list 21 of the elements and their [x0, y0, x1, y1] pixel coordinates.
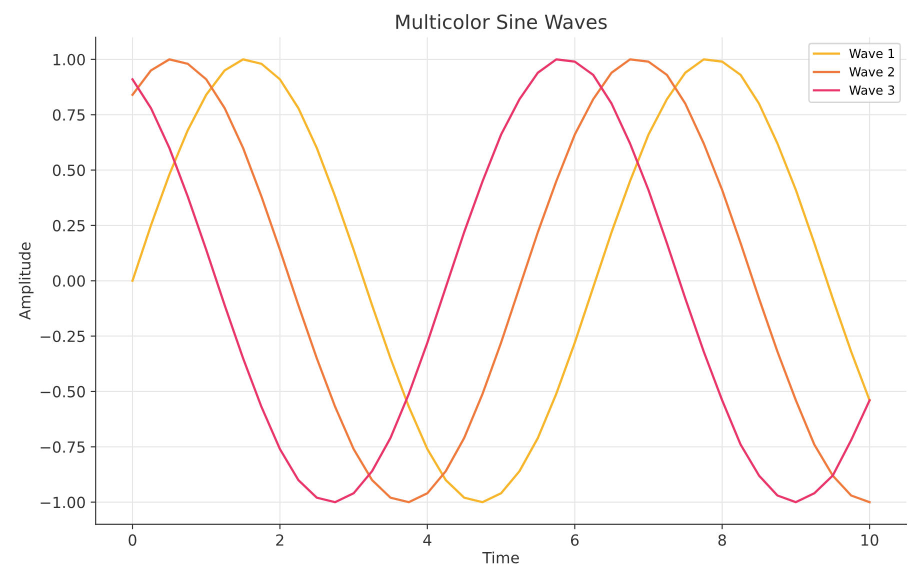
x-axis-title: Time: [482, 552, 519, 564]
x-tick-label: 4: [423, 534, 432, 546]
x-tick-label: 8: [718, 534, 726, 546]
y-tick-label: −0.75: [40, 441, 85, 453]
y-tick-label: −0.50: [40, 386, 85, 398]
y-tick-label: −1.00: [40, 496, 85, 508]
y-tick-label: 1.00: [54, 54, 85, 66]
chart-title: Multicolor Sine Waves: [396, 14, 607, 30]
legend-label: Wave 2: [849, 67, 894, 77]
y-tick-label: 0.75: [52, 109, 85, 121]
y-axis-title: Amplitude: [18, 242, 34, 320]
x-tick-label: 6: [570, 534, 579, 546]
x-tick-label: 0: [128, 534, 136, 546]
y-tick-label: 0.25: [52, 220, 85, 232]
y-tick-label: 0.50: [52, 164, 85, 176]
y-tick-label: 0.00: [52, 275, 85, 287]
legend-label: Wave 1: [849, 48, 894, 58]
x-tick-label: 10: [862, 534, 878, 546]
legend-label: Wave 3: [849, 85, 894, 95]
x-tick-label: 2: [276, 534, 284, 546]
y-tick-label: −0.25: [40, 330, 85, 342]
